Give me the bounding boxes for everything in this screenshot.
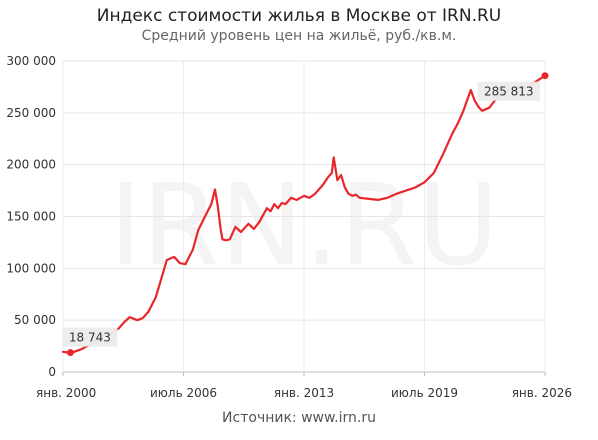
x-tick-label: янв. 2000 [36,386,96,400]
source-note: Источник: www.irn.ru [222,410,376,426]
x-tick-label: июль 2019 [391,386,458,400]
callout-box [477,81,540,101]
x-tick-label: июль 2006 [150,386,217,400]
y-tick-label: 250 000 [6,106,56,120]
y-tick-label: 150 000 [6,210,56,224]
chart-subtitle: Средний уровень цен на жильё, руб./кв.м. [141,28,457,44]
callout-label: 285 813 [484,85,534,99]
y-tick-label: 0 [48,365,56,379]
axes: 0 50 000 100 000 150 000 200 000 250 000 300 0… [6,54,572,400]
x-tick-label: янв. 2013 [274,386,334,400]
data-point-marker [541,72,549,80]
y-tick-label: 50 000 [14,313,56,327]
data-point-marker [66,349,74,357]
series-line [61,74,547,354]
y-tick-label: 200 000 [6,158,56,172]
x-tick-label: янв. 2026 [512,386,572,400]
callouts-layer: 18 743 285 813 [62,72,549,357]
series-layer [61,74,547,354]
grid-lines [62,60,546,373]
y-tick-label: 300 000 [6,54,56,68]
callout-box [62,327,118,347]
callout-label: 18 743 [69,331,111,345]
chart-title: Индекс стоимости жилья в Москве от IRN.R… [96,6,502,26]
y-tick-label: 100 000 [6,261,56,275]
